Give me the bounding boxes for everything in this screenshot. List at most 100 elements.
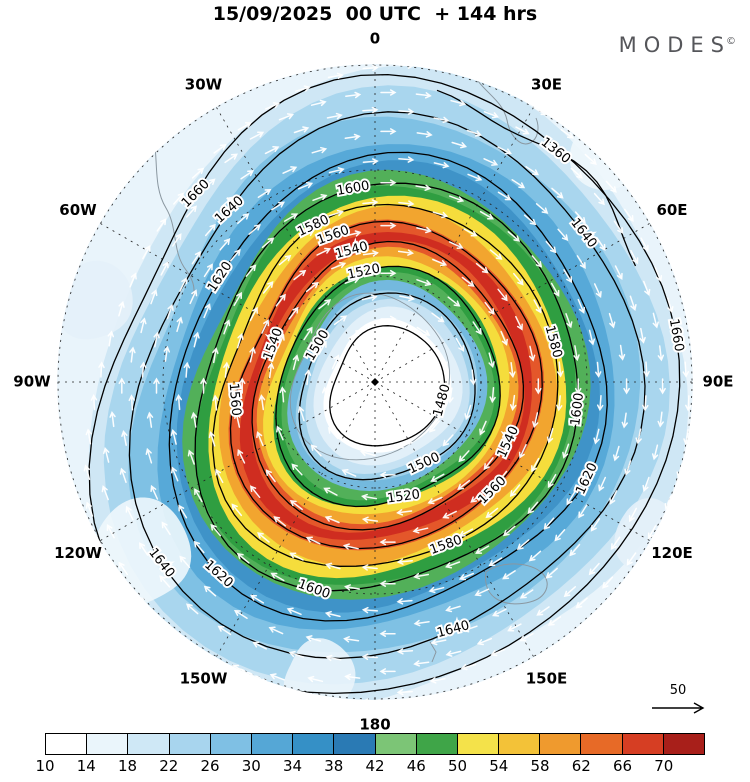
wind-arrow bbox=[413, 660, 430, 667]
wind-arrow bbox=[118, 377, 126, 394]
wind-arrow bbox=[327, 72, 344, 80]
wind-arrow bbox=[556, 361, 564, 378]
wind-arrow bbox=[240, 170, 255, 180]
wind-arrow bbox=[326, 112, 343, 120]
wind-arrow bbox=[593, 192, 605, 206]
contour-line-1480 bbox=[329, 325, 446, 447]
wind-arrow bbox=[277, 333, 285, 349]
wind-arrow bbox=[258, 394, 266, 411]
colorbar-cell bbox=[581, 734, 623, 754]
wind-arrow bbox=[396, 558, 413, 565]
wind-arrow bbox=[427, 496, 443, 505]
wind-arrow bbox=[630, 249, 639, 265]
wind-arrow bbox=[485, 507, 499, 519]
wind-arrow bbox=[295, 85, 311, 92]
wind-arrow bbox=[257, 188, 272, 199]
wind-arrow bbox=[460, 663, 477, 671]
wind-arrow bbox=[311, 146, 328, 154]
colorbar-cell bbox=[457, 734, 500, 754]
wind-arrow bbox=[234, 411, 241, 428]
wind-arrow bbox=[588, 562, 600, 576]
wind-arrow bbox=[492, 608, 507, 617]
wind-arrow bbox=[445, 605, 461, 613]
wind-arrow bbox=[583, 461, 591, 477]
wind-arrow bbox=[187, 449, 195, 465]
wind-arrow bbox=[203, 585, 217, 597]
wind-arrow bbox=[433, 162, 450, 169]
wind-arrow bbox=[233, 291, 242, 307]
wind-arrow bbox=[348, 329, 363, 340]
wind-arrow bbox=[344, 673, 361, 681]
wind-arrow bbox=[183, 361, 191, 378]
wind-arrow bbox=[261, 319, 270, 334]
wind-arrow bbox=[595, 361, 602, 378]
wind-arrow bbox=[502, 570, 516, 580]
colorbar-tick: 10 bbox=[35, 757, 55, 775]
map-plot: 1480150015001520152015401540154015601560… bbox=[13, 30, 733, 731]
wind-arrow bbox=[361, 516, 379, 524]
coastline bbox=[485, 563, 548, 605]
wind-arrow bbox=[602, 576, 614, 589]
longitude-label-150E: 150E bbox=[526, 670, 568, 688]
wind-arrow bbox=[623, 378, 630, 395]
wind-arrow bbox=[398, 156, 415, 163]
wind-arrow bbox=[483, 111, 500, 119]
wind-arrow bbox=[293, 269, 307, 281]
wind-arrow bbox=[147, 641, 161, 654]
wind-arrow bbox=[676, 328, 683, 345]
wind-arrow bbox=[396, 509, 413, 516]
wind-arrow bbox=[618, 344, 626, 361]
colorbar bbox=[45, 733, 705, 755]
wind-arrow bbox=[545, 240, 557, 254]
wind-arrow bbox=[609, 490, 618, 505]
wind-arrow bbox=[106, 523, 115, 539]
wind-arrow bbox=[652, 312, 659, 329]
wind-arrow bbox=[325, 562, 341, 570]
wind-arrow bbox=[193, 331, 200, 348]
longitude-label-30W: 30W bbox=[185, 76, 223, 94]
wind-arrow bbox=[362, 106, 379, 114]
wind-arrow bbox=[412, 527, 429, 534]
wind-arrow bbox=[179, 277, 188, 292]
wind-arrow bbox=[267, 362, 275, 379]
wind-arrow bbox=[380, 89, 397, 96]
wind-arrow bbox=[463, 228, 478, 237]
wind-arrow bbox=[445, 650, 462, 657]
wind-arrow bbox=[203, 178, 216, 190]
wind-arrow bbox=[236, 552, 250, 564]
wind-arrow bbox=[563, 269, 573, 284]
wind-arrow bbox=[305, 282, 319, 293]
pole-marker bbox=[371, 378, 379, 386]
wind-arrow bbox=[612, 445, 620, 462]
wind-arrow bbox=[331, 261, 347, 270]
wind-arrow bbox=[361, 698, 379, 700]
wind-arrow bbox=[138, 542, 149, 556]
wind-arrow bbox=[245, 264, 257, 277]
wind-arrow bbox=[628, 507, 638, 523]
wind-arrow bbox=[123, 610, 135, 624]
wind-arrow bbox=[175, 394, 183, 411]
wind-arrow bbox=[185, 205, 197, 218]
wind-arrow bbox=[264, 102, 281, 110]
wind-arrow bbox=[190, 411, 198, 428]
wind-arrow bbox=[515, 315, 523, 331]
wind-arrow bbox=[380, 315, 397, 323]
wind-arrow bbox=[497, 191, 512, 201]
wind-arrow bbox=[642, 476, 650, 493]
contour-line-1560 bbox=[229, 220, 543, 550]
wind-arrow bbox=[528, 345, 536, 362]
wind-arrow bbox=[466, 129, 483, 137]
wind-arrow bbox=[470, 492, 484, 503]
colorbar-cell bbox=[169, 734, 211, 754]
wind-arrow bbox=[312, 193, 328, 202]
wind-arrow bbox=[109, 410, 116, 428]
wind-arrow bbox=[515, 126, 530, 135]
wind-arrow bbox=[556, 395, 563, 412]
colorbar-tick: 58 bbox=[530, 757, 550, 775]
colorbar-ticks: 10 14 18 22 26 30 34 38 42 46 50 54 58 62 66 70 bbox=[0, 757, 750, 777]
wind-arrow bbox=[323, 487, 338, 496]
wind-arrow bbox=[318, 340, 327, 355]
wind-arrow bbox=[635, 428, 642, 445]
wind-arrow bbox=[547, 616, 562, 626]
wind-arrow bbox=[430, 473, 445, 482]
